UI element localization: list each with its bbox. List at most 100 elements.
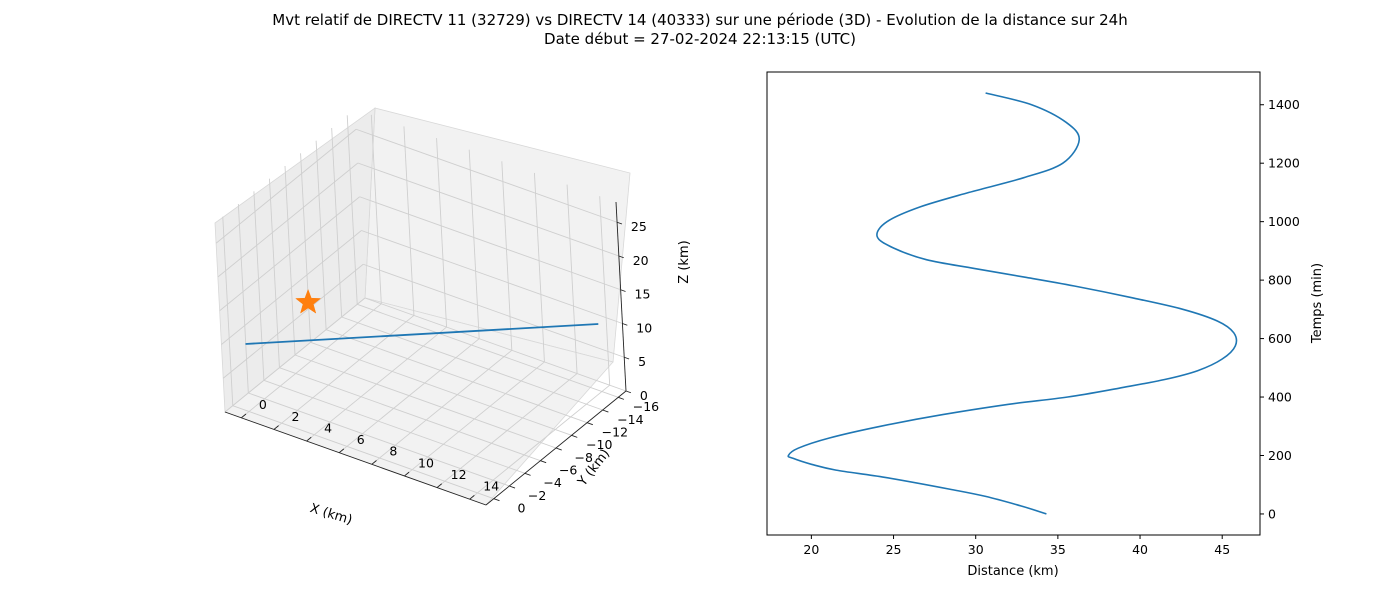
x-tick-label-3d: 0 bbox=[259, 397, 267, 412]
z-tick-3d bbox=[620, 289, 626, 292]
y-tick-label-2d: 600 bbox=[1268, 331, 1292, 346]
z-axis-line-3d bbox=[615, 201, 627, 392]
x-tick-label-3d: 12 bbox=[451, 467, 467, 482]
z-tick-3d bbox=[625, 390, 632, 394]
relative-motion-line-3d bbox=[245, 323, 599, 345]
z-tick-label-3d: 20 bbox=[633, 253, 649, 268]
y-axis-label-2d: Temps (min) bbox=[1310, 263, 1325, 344]
gridline-left-y bbox=[222, 216, 234, 406]
star-marker-3d bbox=[295, 288, 322, 314]
x-tick-label-2d: 40 bbox=[1132, 542, 1148, 557]
y-tick-3d bbox=[571, 434, 578, 438]
x-axis-line-3d bbox=[224, 411, 487, 506]
gridline-back-z bbox=[357, 162, 620, 257]
gridline-left-z bbox=[222, 263, 364, 379]
x-tick-label-2d: 25 bbox=[886, 542, 902, 557]
y-tick-3d bbox=[602, 409, 609, 413]
y-tick-label-2d: 1000 bbox=[1268, 214, 1300, 229]
y-tick-label-3d: −16 bbox=[633, 399, 659, 414]
gridline-back-x bbox=[501, 161, 513, 351]
chart-3d-relative-motion: 024681012140−2−4−6−8−10−12−14−1605101520… bbox=[214, 107, 692, 528]
x-tick-label-3d: 4 bbox=[324, 420, 332, 435]
y-tick-3d bbox=[493, 498, 500, 502]
gridline-floor-y bbox=[325, 329, 588, 424]
gridline-back-z bbox=[359, 196, 621, 291]
gridline-floor-y bbox=[341, 316, 603, 411]
plot-area-frame bbox=[766, 71, 1261, 536]
y-tick-label-3d: −4 bbox=[543, 475, 561, 490]
gridline-back-z bbox=[364, 297, 627, 392]
gridline-left-z bbox=[217, 162, 359, 278]
gridline-floor-y bbox=[357, 303, 619, 398]
y-tick-label-2d: 1200 bbox=[1268, 156, 1300, 171]
y-tick-label-3d: −10 bbox=[586, 437, 612, 452]
gridline-left-z bbox=[215, 128, 357, 244]
x-tick-3d bbox=[436, 483, 443, 488]
x-tick-3d bbox=[371, 460, 377, 465]
z-axis-label-3d: Z (km) bbox=[677, 240, 692, 283]
z-tick-3d bbox=[622, 323, 628, 326]
gridline-left-y bbox=[253, 191, 265, 381]
gridline-back-x bbox=[403, 126, 415, 316]
gridline-back-z bbox=[363, 263, 625, 358]
gridline-back-z bbox=[355, 128, 618, 223]
z-tick-label-3d: 25 bbox=[631, 219, 647, 234]
x-tick-label-2d: 45 bbox=[1214, 542, 1230, 557]
x-tick-3d bbox=[469, 495, 475, 500]
gridline-back-x bbox=[436, 138, 448, 328]
y-tick-3d bbox=[509, 485, 516, 489]
gridline-left-y bbox=[331, 127, 343, 318]
y-tick-label-3d: −12 bbox=[602, 425, 628, 440]
y-tick-label-2d: 800 bbox=[1268, 273, 1292, 288]
x-tick-label-3d: 10 bbox=[418, 455, 434, 470]
y-tick-label-3d: 0 bbox=[518, 501, 526, 516]
z-tick-label-3d: 0 bbox=[640, 388, 648, 403]
y-tick-label-3d: −14 bbox=[617, 412, 643, 427]
gridline-left-y bbox=[300, 153, 312, 343]
x-tick-label-2d: 20 bbox=[803, 542, 819, 557]
x-tick-3d bbox=[404, 471, 410, 477]
y-tick-label-3d: −6 bbox=[559, 463, 577, 478]
y-tick-3d bbox=[540, 460, 547, 464]
y-tick-label-3d: −2 bbox=[528, 488, 546, 503]
gridline-back-x bbox=[599, 196, 611, 386]
gridline-back-z bbox=[361, 230, 623, 324]
gridline-left-y bbox=[268, 178, 280, 368]
gridline-left-y bbox=[315, 140, 327, 330]
y-tick-label-3d: −8 bbox=[575, 450, 593, 465]
x-tick-3d bbox=[306, 436, 312, 442]
y-tick-label-2d: 400 bbox=[1268, 390, 1292, 405]
gridline-back-x bbox=[533, 172, 545, 362]
chart-distance-vs-time: 20 25 30 35 40 45 0 200 400 600 800 1000 1200 1400 Di… bbox=[766, 71, 1325, 579]
gridline-left-y bbox=[284, 165, 296, 356]
gridline-floor-y bbox=[310, 341, 572, 436]
y-tick-label-2d: 1400 bbox=[1268, 97, 1300, 112]
y-tick-label-2d: 0 bbox=[1268, 506, 1276, 521]
gridline-floor-y bbox=[263, 379, 526, 474]
x-tick-label-2d: 30 bbox=[968, 542, 984, 557]
x-tick-label-3d: 14 bbox=[483, 479, 499, 494]
gridline-floor-y bbox=[279, 367, 541, 462]
distance-series-line bbox=[787, 92, 1238, 515]
gridline-floor-y bbox=[232, 405, 494, 500]
gridline-left-z bbox=[219, 196, 360, 312]
x-axis-label-2d: Distance (km) bbox=[967, 564, 1058, 579]
figure-title-line1: Mvt relatif de DIRECTV 11 (32729) vs DIR… bbox=[272, 11, 1128, 29]
gridline-back-x bbox=[566, 184, 578, 374]
y-tick-label-2d: 200 bbox=[1268, 448, 1292, 463]
gridline-back-x bbox=[468, 149, 480, 339]
x-tick-label-3d: 2 bbox=[292, 409, 300, 424]
gridline-floor-y bbox=[294, 354, 557, 449]
gridline-left-z bbox=[221, 230, 362, 345]
y-tick-3d bbox=[524, 472, 531, 476]
gridline-left-y bbox=[346, 115, 358, 305]
x-tick-3d bbox=[241, 413, 247, 419]
gridline-left-z bbox=[224, 297, 366, 413]
z-tick-3d bbox=[624, 356, 630, 360]
x-tick-3d bbox=[273, 425, 279, 430]
x-axis-label-3d: X (km) bbox=[308, 501, 354, 528]
gridline-left-y bbox=[237, 203, 249, 394]
z-tick-3d bbox=[616, 221, 623, 225]
x-tick-label-2d: 35 bbox=[1050, 542, 1066, 557]
